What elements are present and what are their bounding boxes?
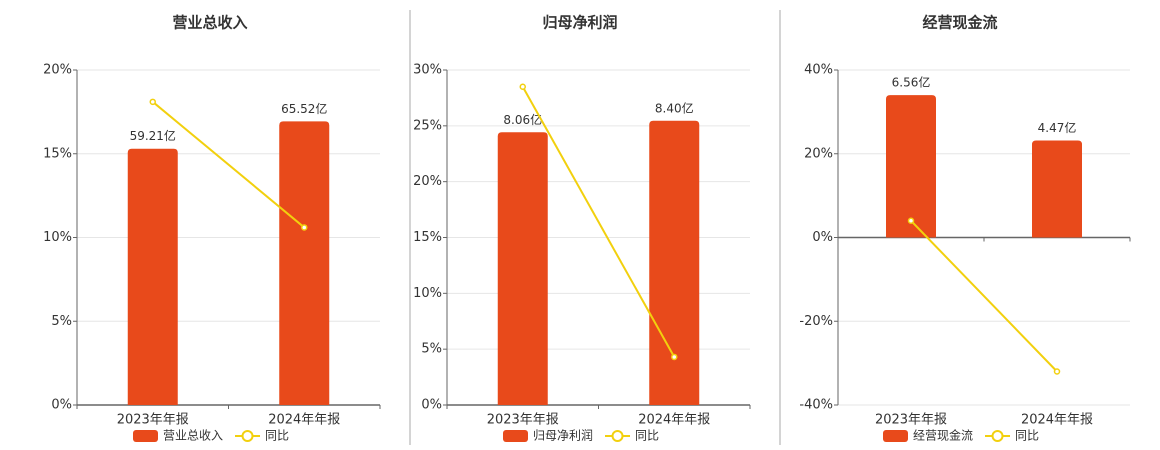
legend-swatch bbox=[503, 430, 528, 442]
y-tick-label: 0% bbox=[812, 230, 833, 245]
value-label: 59.21亿 bbox=[130, 128, 176, 143]
x-tick-label: 2023年年报 bbox=[117, 413, 189, 428]
legend-label: 经营现金流 bbox=[913, 428, 973, 443]
point bbox=[301, 224, 308, 231]
point bbox=[149, 98, 156, 106]
bar bbox=[127, 148, 178, 406]
bar bbox=[886, 95, 936, 238]
y-tick-label: 5% bbox=[51, 314, 72, 329]
y-tick-label: 40% bbox=[804, 63, 833, 78]
y-tick-label: 20% bbox=[413, 174, 442, 189]
value-label: 8.40亿 bbox=[655, 100, 694, 115]
y-tick-label: 10% bbox=[43, 230, 72, 245]
legend-swatch bbox=[883, 430, 908, 442]
y-tick-label: 10% bbox=[413, 286, 442, 301]
legend-swatch bbox=[611, 430, 624, 442]
legend-label: 营业总收入 bbox=[163, 429, 223, 443]
x-tick-label: 2024年年报 bbox=[638, 413, 710, 428]
legend-swatch bbox=[133, 430, 158, 442]
point bbox=[519, 83, 526, 90]
bar bbox=[1032, 140, 1082, 238]
bar bbox=[649, 120, 700, 406]
bar bbox=[279, 121, 330, 405]
legend-label: 归母净利润 bbox=[533, 429, 593, 443]
y-tick-label: 20% bbox=[43, 63, 72, 78]
y-tick-label: -40% bbox=[799, 398, 833, 413]
legend-swatch bbox=[241, 430, 254, 442]
y-tick-label: 0% bbox=[51, 398, 72, 413]
y-tick-label: 15% bbox=[43, 146, 72, 161]
point bbox=[907, 217, 915, 224]
y-tick-label: -20% bbox=[799, 314, 833, 329]
line bbox=[521, 86, 676, 358]
legend-label: 同比 bbox=[635, 429, 659, 443]
line bbox=[910, 220, 1058, 373]
value-label: 6.56亿 bbox=[892, 75, 931, 90]
x-tick-label: 2023年年报 bbox=[875, 413, 947, 428]
point bbox=[671, 353, 678, 361]
y-tick-label: 30% bbox=[413, 63, 442, 78]
bar bbox=[497, 132, 548, 405]
value-label: 65.52亿 bbox=[281, 101, 327, 116]
y-tick-label: 20% bbox=[804, 146, 833, 161]
point bbox=[1053, 368, 1061, 375]
legend-swatch bbox=[991, 430, 1004, 442]
chart-title: 营业总收入 bbox=[172, 14, 247, 32]
x-tick-label: 2024年年报 bbox=[1021, 413, 1093, 428]
y-tick-label: 25% bbox=[413, 118, 442, 133]
x-tick-label: 2024年年报 bbox=[268, 413, 340, 428]
value-label: 8.06亿 bbox=[503, 112, 542, 127]
chart-title: 经营现金流 bbox=[922, 14, 997, 32]
x-tick-label: 2023年年报 bbox=[487, 413, 559, 428]
y-tick-label: 5% bbox=[421, 342, 442, 357]
legend-label: 同比 bbox=[1015, 429, 1039, 443]
line bbox=[152, 101, 305, 229]
legend-label: 同比 bbox=[265, 429, 289, 443]
y-tick-label: 15% bbox=[413, 230, 442, 245]
chart-title: 归母净利润 bbox=[542, 14, 617, 32]
value-label: 4.47亿 bbox=[1038, 120, 1077, 135]
y-tick-label: 0% bbox=[421, 398, 442, 413]
